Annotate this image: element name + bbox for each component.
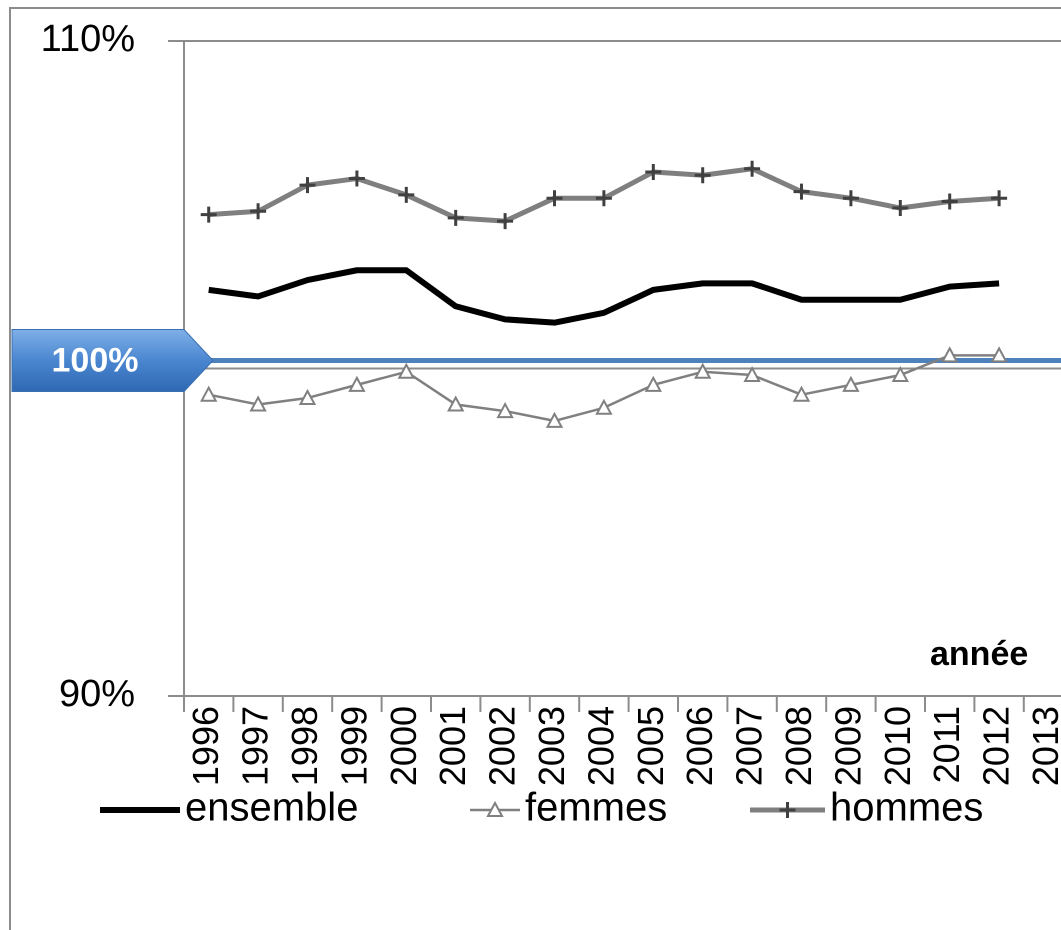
- point-marker: [842, 375, 860, 392]
- point-marker: [842, 190, 859, 207]
- point-marker: [941, 346, 959, 363]
- x-tick-label: 1999: [333, 706, 374, 786]
- point-marker: [990, 346, 1008, 363]
- point-marker: [595, 398, 613, 415]
- x-tick-label: 2011: [926, 706, 967, 783]
- point-marker: [447, 395, 465, 412]
- x-tick-label: 2005: [630, 706, 671, 786]
- legend-marker: [779, 802, 796, 818]
- x-tick-label: 2012: [976, 706, 1017, 786]
- y-tick-label: 90%: [59, 673, 135, 715]
- point-marker: [497, 213, 514, 230]
- x-tick-label: 2007: [729, 706, 770, 786]
- point-marker: [200, 206, 217, 223]
- x-tick-label: 2003: [531, 706, 572, 786]
- y-tick-label: 110%: [41, 18, 135, 60]
- x-tick-label: 2006: [679, 706, 720, 786]
- point-marker: [545, 411, 564, 428]
- x-tick-label: 2009: [827, 706, 868, 786]
- x-tick-label: 2001: [432, 706, 473, 786]
- legend-label: hommes: [830, 786, 983, 830]
- point-marker: [496, 401, 514, 419]
- point-marker: [249, 395, 267, 412]
- series-line: [208, 267, 1000, 326]
- point-marker: [299, 177, 316, 194]
- point-marker: [200, 385, 218, 402]
- x-tick-label: 2000: [383, 706, 424, 786]
- point-marker: [694, 362, 712, 379]
- legend-marker: [486, 800, 504, 817]
- x-tick-label: 2004: [580, 706, 621, 786]
- point-marker: [941, 193, 958, 210]
- reference-label: 100%: [52, 341, 139, 379]
- point-marker: [694, 167, 711, 184]
- series: [200, 346, 1008, 428]
- point-marker: [447, 209, 464, 226]
- x-tick-label: 1998: [284, 706, 325, 786]
- point-marker: [891, 365, 909, 383]
- point-marker: [348, 170, 365, 187]
- point-marker: [744, 160, 761, 177]
- x-tick-label: 2008: [778, 706, 819, 786]
- point-marker: [398, 186, 415, 203]
- x-axis-title: année: [930, 635, 1028, 673]
- chart-frame: [9, 7, 1061, 930]
- point-marker: [546, 190, 563, 207]
- legend-label: femmes: [525, 786, 667, 830]
- point-marker: [793, 183, 810, 200]
- point-marker: [298, 388, 317, 405]
- series: [200, 160, 1008, 230]
- point-marker: [348, 375, 366, 392]
- point-marker: [743, 365, 761, 383]
- series: [208, 267, 1000, 326]
- point-marker: [892, 200, 909, 217]
- x-tick-label: 1996: [185, 706, 226, 786]
- point-marker: [644, 375, 662, 392]
- point-marker: [792, 385, 811, 402]
- x-tick-label: 2002: [482, 706, 523, 786]
- x-tick-label: 2010: [877, 706, 918, 786]
- point-marker: [595, 190, 612, 207]
- x-tick-label: 2013: [1025, 706, 1061, 786]
- x-tick-label: 1997: [235, 706, 276, 786]
- point-marker: [397, 362, 415, 379]
- point-marker: [991, 190, 1008, 207]
- reference-callout: [11, 329, 214, 392]
- point-marker: [645, 164, 662, 180]
- legend-label: ensemble: [185, 786, 358, 830]
- point-marker: [250, 203, 267, 220]
